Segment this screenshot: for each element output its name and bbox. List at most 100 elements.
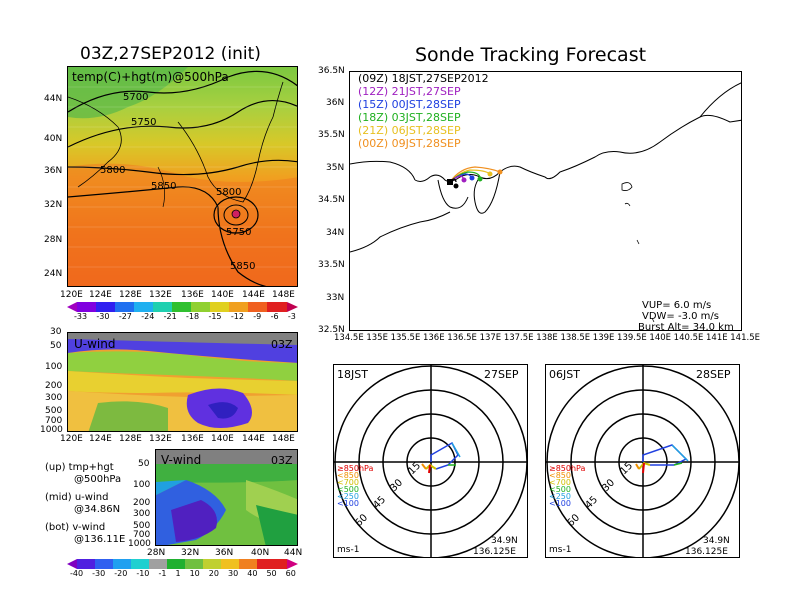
- polar-unit: ms-1: [337, 545, 359, 555]
- lon-tick: 120E: [60, 290, 83, 300]
- vdw-text: VDW= -3.0 m/s: [642, 311, 719, 322]
- lat-tick: 35N: [326, 163, 345, 173]
- p-tick: 100: [45, 362, 63, 372]
- colorbar-label: -24: [141, 312, 155, 321]
- lon-tick: 124E: [89, 290, 112, 300]
- polar-lat: 34.9N: [491, 536, 518, 546]
- polar-lon: 136.125E: [685, 547, 728, 557]
- uwind-time: 03Z: [271, 338, 293, 351]
- colorbar-label: -9: [253, 312, 262, 321]
- polar2-plot: 15 30 45 60 06JST 28SEP ≥850hPa <850 <70…: [546, 365, 739, 557]
- colorbar-label: 50: [266, 569, 277, 578]
- colorbar-label: -3: [287, 312, 296, 321]
- lat-tick: 44N: [44, 94, 63, 104]
- colorbar-label: -30: [96, 312, 110, 321]
- tracking-legend-item: (12Z) 21JST,27SEP: [358, 85, 461, 98]
- colorbar-label: 40: [247, 569, 258, 578]
- colorbar-label: -21: [163, 312, 177, 321]
- polar-unit: ms-1: [549, 545, 571, 555]
- p-tick: 200: [45, 381, 63, 391]
- p-tick: 50: [50, 341, 62, 351]
- vwind-plot: V-wind 03Z: [156, 450, 297, 545]
- colorbar-label: -18: [186, 312, 200, 321]
- note-mid2: @34.86N: [74, 504, 121, 515]
- ring-label: 15: [618, 460, 635, 477]
- map500-colorbar: [67, 302, 298, 312]
- colorbar-label: -1: [158, 569, 167, 578]
- vwind-colorbar: [67, 559, 298, 569]
- uwind-title: U-wind: [74, 337, 115, 351]
- colorbar-label: 30: [228, 569, 239, 578]
- lat-tick: 32.5N: [318, 325, 345, 335]
- colorbar-label: -15: [208, 312, 222, 321]
- legend-level: <700: [549, 478, 571, 487]
- legend-level: <850: [337, 471, 359, 480]
- p-tick: 100: [133, 480, 151, 490]
- polar-time: 18JST: [337, 368, 368, 381]
- p-tick: 300: [133, 509, 151, 519]
- lon-tick: 148E: [272, 290, 295, 300]
- tracking-map: VUP= 6.0 m/s VDW= -3.0 m/s Burst Alt= 34…: [350, 82, 741, 330]
- legend-level: <100: [337, 499, 359, 508]
- lon-tick: 141.5E: [730, 333, 760, 343]
- polar-lat: 34.9N: [703, 536, 730, 546]
- colorbar-label: -20: [114, 569, 128, 578]
- uwind-plot: U-wind 03Z: [68, 333, 297, 431]
- lon-tick: 136E: [422, 333, 445, 343]
- tracking-legend-item: (21Z) 06JST,28SEP: [358, 124, 461, 137]
- map500-colorbar-labels: -33 -30 -27 -24 -21 -18 -15 -12 -9 -6 -3: [74, 312, 296, 321]
- lat-tick: 36.5N: [318, 66, 345, 76]
- contour-label: 5850: [230, 261, 255, 272]
- vup-text: VUP= 6.0 m/s: [642, 300, 711, 311]
- map500-plot: temp(C)+hgt(m)@500hPa 5700 5750 5800 585…: [68, 67, 297, 286]
- lat-tick: 28N: [147, 548, 166, 558]
- p-tick: 500: [133, 521, 151, 531]
- lat-tick: 40N: [251, 548, 270, 558]
- lat-tick: 35.5N: [318, 130, 345, 140]
- colorbar-label: 20: [208, 569, 219, 578]
- p-tick: 700: [45, 416, 63, 426]
- lon-tick: 136E: [181, 290, 204, 300]
- lon-tick: 139.5E: [617, 333, 647, 343]
- tracking-title: Sonde Tracking Forecast: [415, 44, 647, 66]
- lon-tick: 138E: [536, 333, 558, 343]
- lat-tick: 33N: [326, 293, 345, 303]
- map500-title: 03Z,27SEP2012 (init): [80, 44, 261, 64]
- legend-level: ≥850hPa: [549, 464, 586, 473]
- lon-tick: 140E: [649, 333, 672, 343]
- lon-tick: 140E: [211, 434, 234, 444]
- contour-label: 5800: [216, 187, 241, 198]
- lon-tick: 128E: [119, 290, 142, 300]
- lat-tick: 33.5N: [318, 260, 345, 270]
- vwind-time: 03Z: [271, 454, 293, 467]
- note-mid: (mid) u-wind: [45, 492, 109, 503]
- legend-level: <500: [549, 485, 571, 494]
- vwind-colorbar-labels: -40 -30 -20 -10 -1 1 10 20 30 40 50 60: [70, 569, 296, 578]
- lon-tick: 137E: [479, 333, 502, 343]
- lat-tick: 40N: [44, 134, 63, 144]
- colorbar-label: 60: [285, 569, 296, 578]
- lon-tick: 132E: [149, 290, 172, 300]
- contour-label: 5800: [100, 165, 125, 176]
- p-tick: 30: [50, 327, 62, 337]
- ring-label: 15: [406, 460, 423, 477]
- colorbar-label: -10: [136, 569, 150, 578]
- p-tick: 200: [133, 498, 151, 508]
- map500-label: temp(C)+hgt(m)@500hPa: [72, 70, 229, 84]
- tracking-legend-item: (09Z) 18JST,27SEP2012: [358, 72, 489, 85]
- ring-label: 30: [600, 477, 617, 494]
- lat-tick: 36N: [44, 166, 63, 176]
- ring-label: 30: [388, 477, 405, 494]
- legend-level: <250: [549, 492, 571, 501]
- p-tick: 300: [45, 393, 63, 403]
- lon-tick: 135E: [366, 333, 388, 343]
- lat-tick: 44N: [284, 548, 303, 558]
- legend-level: <250: [337, 492, 359, 501]
- ring-label: 45: [583, 494, 600, 511]
- vwind-title: V-wind: [161, 453, 201, 467]
- tracking-legend-item: (15Z) 00JST,28SEP: [358, 98, 461, 111]
- lat-tick: 34N: [326, 228, 345, 238]
- colorbar-label: -33: [74, 312, 88, 321]
- tracking-lon-ticks: 134.5E 135E 135.5E 136E 136.5E 137E 137.…: [334, 333, 760, 343]
- legend-level: <500: [337, 485, 359, 494]
